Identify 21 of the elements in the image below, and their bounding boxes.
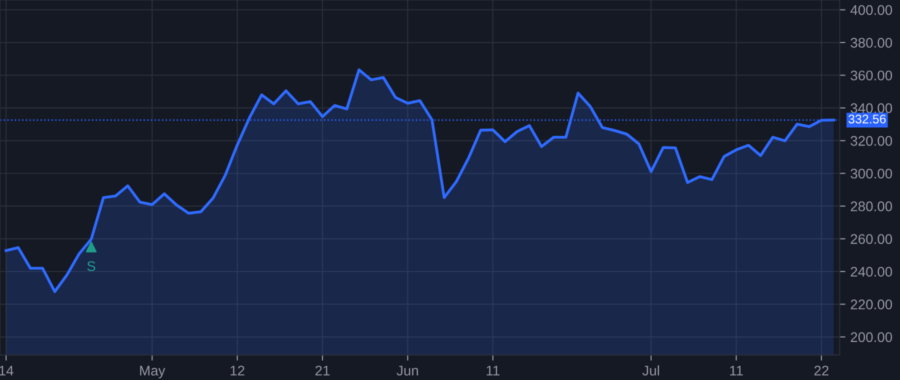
y-tick-label: 240.00 xyxy=(850,266,892,277)
x-tick-label: 22 xyxy=(814,366,828,376)
x-tick-label: 21 xyxy=(315,366,330,376)
y-tick-label: 400.00 xyxy=(850,5,892,15)
y-tick-label: 200.00 xyxy=(850,332,892,342)
y-tick-label: 340.00 xyxy=(850,103,892,114)
y-tick-label: 280.00 xyxy=(850,201,892,212)
x-tick-label: 11 xyxy=(730,366,743,376)
x-tick-label: 12 xyxy=(230,366,244,376)
x-tick-label: Jul xyxy=(642,365,660,376)
ref-line-label: 332.56 xyxy=(848,114,886,124)
y-tick-label: 320.00 xyxy=(850,136,892,146)
annotation: S xyxy=(87,261,96,272)
y-tick-label: 220.00 xyxy=(850,300,892,310)
x-tick-label: 11 xyxy=(486,366,500,376)
y-tick-label: 360.00 xyxy=(850,70,892,80)
x-tick-label: Jun xyxy=(396,366,418,376)
y-tick-label: 300.00 xyxy=(850,168,892,179)
x-tick-label: May xyxy=(140,366,166,378)
y-tick-label: 380.00 xyxy=(850,38,892,48)
y-tick-label: 260.00 xyxy=(850,234,892,244)
